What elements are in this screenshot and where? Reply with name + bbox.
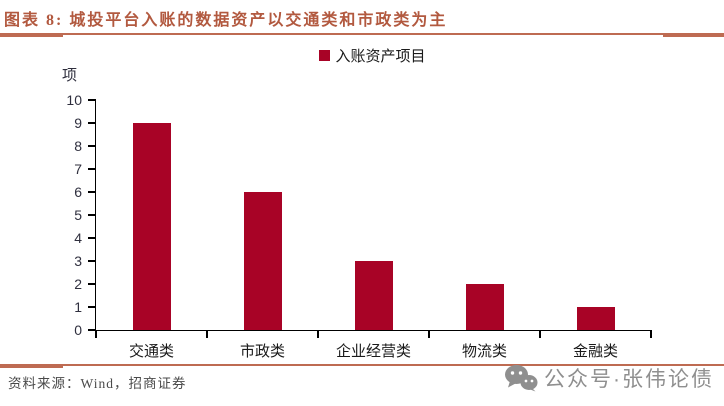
footer-rule-thick-left — [0, 364, 63, 368]
bar — [243, 192, 282, 330]
y-axis-tick — [88, 260, 96, 262]
bar — [465, 284, 504, 330]
y-axis-tick — [88, 168, 96, 170]
footer-rule — [0, 364, 724, 368]
x-axis-tick — [428, 330, 430, 338]
y-axis-tick — [88, 122, 96, 124]
y-axis-tick — [88, 214, 96, 216]
y-axis-tick — [88, 191, 96, 193]
y-axis-tick — [88, 99, 96, 101]
figure-title: 图表 8: 城投平台入账的数据资产以交通类和市政类为主 — [4, 12, 448, 29]
y-axis-unit-label: 项 — [62, 67, 78, 84]
x-axis-label: 交通类 — [128, 343, 174, 360]
plot-area: 0 1 2 3 4 5 6 7 8 9 10 交通类 市政类 企业经营类 物流类 金融类 — [66, 92, 652, 360]
watermark: 公众号·张伟论债 — [504, 362, 714, 394]
footer-rule-thin — [63, 364, 724, 366]
title-rule-thick-left — [0, 33, 63, 37]
legend-swatch — [319, 49, 331, 61]
bar — [132, 123, 171, 330]
legend-label: 入账资产项目 — [335, 47, 426, 65]
title-rule — [0, 33, 724, 38]
y-axis-tick-label: 7 — [74, 161, 82, 177]
x-axis-tick — [317, 330, 319, 338]
title-rule-thin — [63, 33, 663, 35]
title-rule-thick-right — [663, 33, 724, 37]
y-axis-tick-label: 0 — [74, 322, 82, 338]
legend: 入账资产项目 — [95, 47, 650, 65]
y-axis-tick-label: 5 — [74, 207, 82, 223]
y-axis-tick — [88, 306, 96, 308]
y-axis-tick-label: 1 — [74, 299, 82, 315]
watermark-text: 公众号·张伟论债 — [544, 368, 714, 391]
y-axis-tick — [88, 237, 96, 239]
bar — [576, 307, 615, 330]
y-axis-tick-label: 9 — [74, 115, 82, 131]
x-axis-tick — [539, 330, 541, 338]
y-axis-tick-label: 2 — [74, 276, 82, 292]
y-axis-tick — [88, 329, 96, 331]
x-axis-tick — [206, 330, 208, 338]
x-axis-tick — [650, 330, 652, 338]
y-axis-tick-label: 8 — [74, 138, 82, 154]
y-axis-tick — [88, 283, 96, 285]
wechat-icon — [505, 365, 538, 392]
x-axis-label: 金融类 — [572, 343, 618, 360]
y-axis-tick-label: 10 — [66, 92, 82, 108]
y-axis-tick — [88, 145, 96, 147]
y-axis-tick-label: 4 — [74, 230, 82, 246]
data-source-note: 资料来源：Wind，招商证券 — [8, 376, 187, 391]
bar — [354, 261, 393, 330]
x-axis-label: 企业经营类 — [335, 343, 411, 360]
x-axis-label: 物流类 — [461, 343, 507, 360]
x-axis-label: 市政类 — [239, 343, 285, 360]
x-axis-tick — [95, 330, 97, 338]
y-axis-tick-label: 6 — [74, 184, 82, 200]
y-axis-tick-label: 3 — [74, 253, 82, 269]
